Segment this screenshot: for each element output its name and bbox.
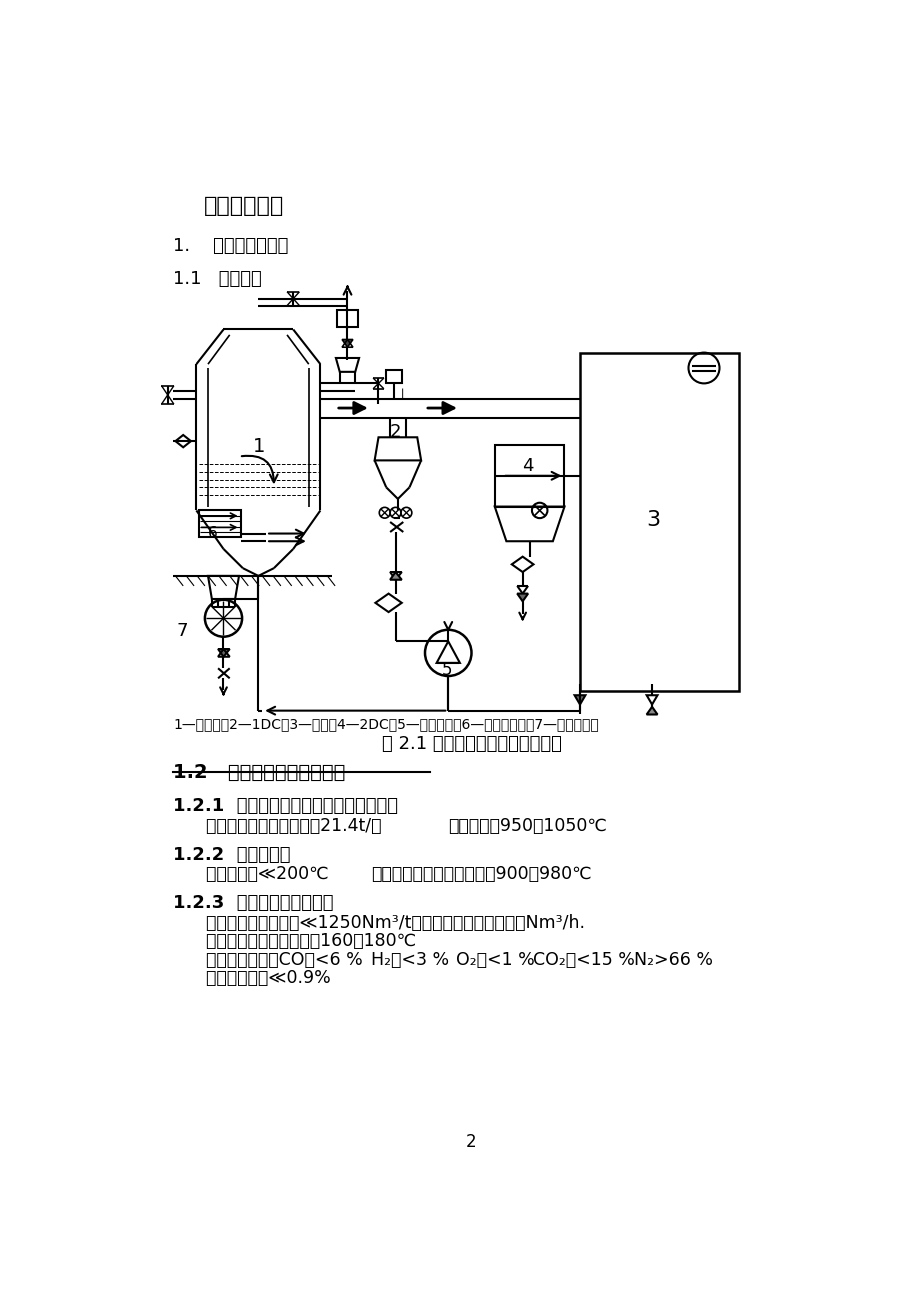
Text: CO₂：<15 %: CO₂：<15 % — [533, 950, 635, 969]
Text: 排焦温度：≪200℃: 排焦温度：≪200℃ — [173, 865, 328, 883]
Text: 5: 5 — [441, 660, 452, 678]
Text: 干熄炉出口循环气体温度：900～980℃: 干熄炉出口循环气体温度：900～980℃ — [370, 865, 591, 883]
Polygon shape — [516, 594, 528, 602]
Text: 图 2.1 干熄焦锅炉系统工艺流程图: 图 2.1 干熄焦锅炉系统工艺流程图 — [381, 736, 561, 754]
Text: 焦炭烧损率：≪0.9%: 焦炭烧损率：≪0.9% — [173, 970, 331, 987]
Polygon shape — [646, 707, 657, 715]
Text: 4: 4 — [521, 457, 533, 474]
Text: 1.1   工艺流程: 1.1 工艺流程 — [173, 271, 262, 288]
Bar — [199, 510, 241, 538]
Text: 1: 1 — [253, 437, 265, 456]
Text: 1.2.1  原料产品、技术条件及质量标准：: 1.2.1 原料产品、技术条件及质量标准： — [173, 797, 398, 815]
Text: H₂：<3 %: H₂：<3 % — [370, 950, 448, 969]
Text: N₂>66 %: N₂>66 % — [633, 950, 712, 969]
Text: 干熄炉熄焦风料比：≪1250Nm³/t红焦，干熄炉最大风量：Nm³/h.: 干熄炉熄焦风料比：≪1250Nm³/t红焦，干熄炉最大风量：Nm³/h. — [173, 914, 584, 932]
Text: 锅炉出口循环气体温度：160～180℃: 锅炉出口循环气体温度：160～180℃ — [173, 932, 415, 950]
Text: 1.2.2  质量标准：: 1.2.2 质量标准： — [173, 846, 290, 865]
Text: 1.    干熄焦主控岗位: 1. 干熄焦主控岗位 — [173, 237, 289, 255]
Bar — [386, 370, 402, 383]
Text: 6: 6 — [208, 526, 218, 540]
Text: 红焦温度：950～1050℃: 红焦温度：950～1050℃ — [448, 816, 607, 835]
Text: 1—干熄炉；2—1DC；3—锅炉；4—2DC；5—循环风机；6—给水预热器；7—旋转密封阀: 1—干熄炉；2—1DC；3—锅炉；4—2DC；5—循环风机；6—给水预热器；7—… — [173, 717, 598, 730]
Text: 循环气体成分：CO：<6 %: 循环气体成分：CO：<6 % — [173, 950, 362, 969]
Text: 2: 2 — [466, 1133, 476, 1151]
Text: O₂：<1 %: O₂：<1 % — [456, 950, 534, 969]
Text: 1.2   原料及产品的技术要求: 1.2 原料及产品的技术要求 — [173, 763, 346, 783]
Text: 每孔炭化室产干全焦量：21.4t/炉: 每孔炭化室产干全焦量：21.4t/炉 — [173, 816, 381, 835]
Polygon shape — [342, 340, 353, 348]
Text: 二、生产岗位: 二、生产岗位 — [204, 197, 284, 216]
Bar — [337, 310, 357, 327]
Text: 7: 7 — [176, 622, 188, 641]
Polygon shape — [390, 572, 402, 579]
Bar — [494, 445, 564, 506]
Text: 3: 3 — [645, 510, 659, 530]
Polygon shape — [574, 695, 584, 704]
Text: ⊥: ⊥ — [395, 387, 408, 402]
Bar — [579, 353, 738, 691]
Text: 2: 2 — [390, 423, 402, 441]
Text: 1.2.3  岗位工艺技术指标：: 1.2.3 岗位工艺技术指标： — [173, 894, 334, 911]
Polygon shape — [218, 648, 230, 656]
